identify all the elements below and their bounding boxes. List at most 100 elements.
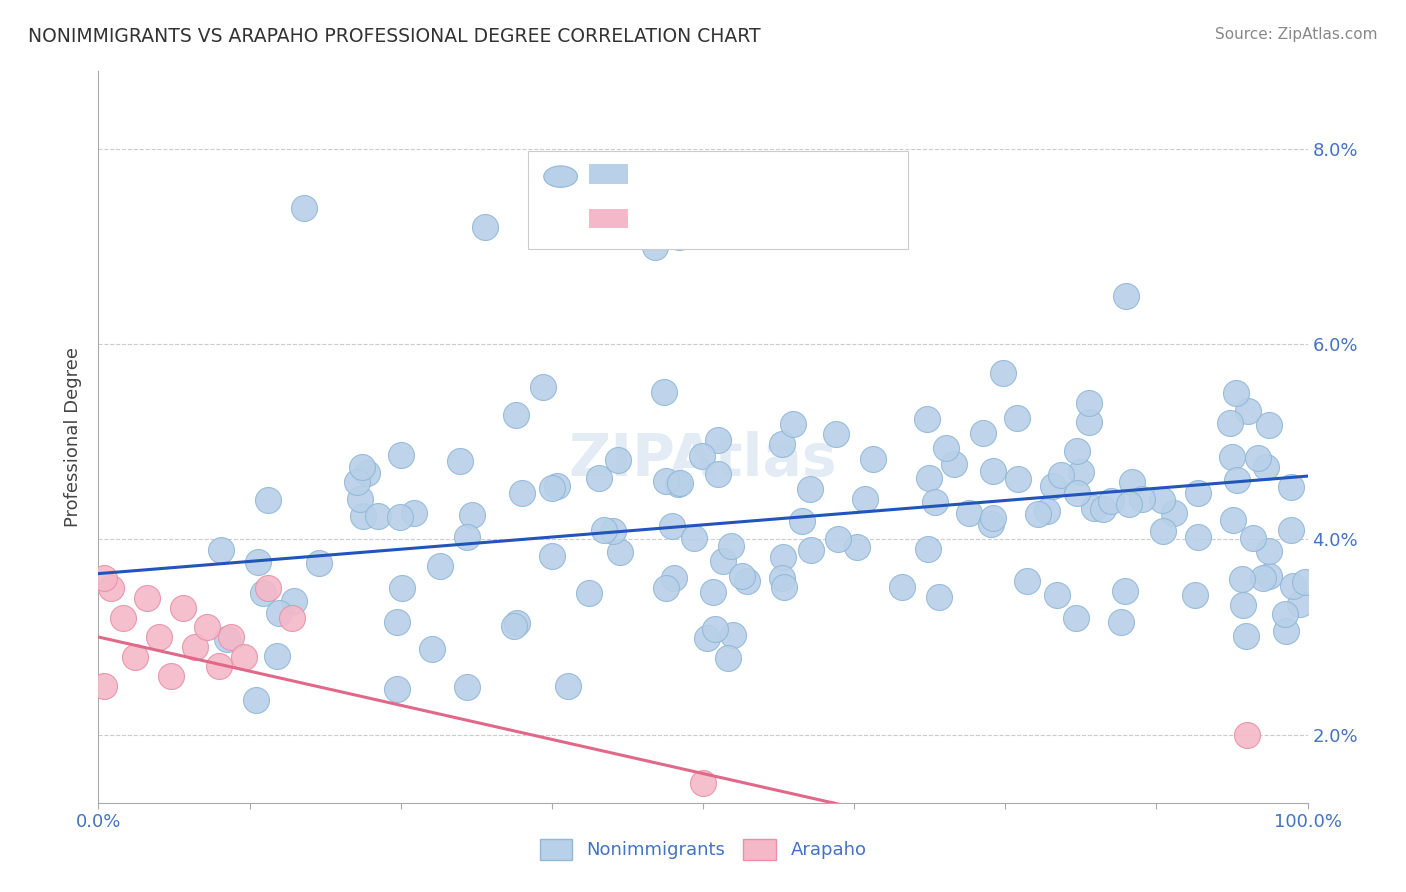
Y-axis label: Professional Degree: Professional Degree	[65, 347, 83, 527]
Point	[1066, 486, 1088, 500]
Point	[690, 450, 713, 464]
Point	[644, 240, 666, 254]
Point	[1256, 459, 1278, 474]
Point	[800, 543, 823, 558]
Text: R =: R =	[637, 210, 669, 227]
Point	[924, 494, 946, 508]
Point	[1046, 588, 1069, 602]
Point	[846, 541, 869, 555]
Point	[160, 669, 183, 683]
Point	[957, 506, 980, 520]
Point	[456, 680, 478, 694]
Point	[256, 493, 278, 508]
Point	[799, 482, 821, 496]
Point	[853, 491, 876, 506]
Point	[232, 649, 254, 664]
Point	[943, 457, 966, 471]
Point	[1092, 501, 1115, 516]
Point	[609, 545, 631, 559]
Point	[588, 471, 610, 485]
Text: 0.151: 0.151	[688, 165, 737, 183]
Point	[387, 682, 409, 697]
Point	[506, 615, 529, 630]
Point	[770, 437, 793, 451]
Point	[135, 591, 157, 605]
Point	[1152, 524, 1174, 538]
Point	[352, 508, 374, 523]
Point	[1035, 504, 1057, 518]
Point	[668, 230, 690, 244]
Point	[666, 477, 689, 491]
Point	[720, 539, 742, 553]
Text: N =: N =	[758, 165, 790, 183]
Point	[824, 427, 846, 442]
Point	[391, 581, 413, 595]
Text: ZIPAtlas: ZIPAtlas	[568, 431, 838, 488]
Text: NONIMMIGRANTS VS ARAPAHO PROFESSIONAL DEGREE CORRELATION CHART: NONIMMIGRANTS VS ARAPAHO PROFESSIONAL DE…	[28, 27, 761, 45]
Point	[456, 530, 478, 544]
Point	[267, 606, 290, 620]
Text: N =: N =	[758, 210, 790, 227]
Point	[737, 574, 759, 589]
Point	[980, 516, 1002, 531]
Point	[661, 518, 683, 533]
Point	[706, 434, 728, 448]
Point	[252, 586, 274, 600]
Point	[209, 542, 232, 557]
Point	[782, 417, 804, 432]
Point	[1077, 416, 1099, 430]
Point	[1279, 524, 1302, 538]
Point	[1258, 569, 1281, 583]
Legend: Nonimmigrants, Arapaho: Nonimmigrants, Arapaho	[533, 831, 873, 867]
Point	[772, 580, 794, 594]
Point	[1015, 574, 1038, 588]
Point	[578, 586, 600, 600]
Point	[172, 600, 194, 615]
Text: 18: 18	[806, 210, 832, 227]
Point	[1289, 597, 1312, 611]
Point	[1115, 288, 1137, 302]
Point	[721, 628, 744, 642]
Point	[602, 524, 624, 538]
Point	[1232, 599, 1254, 613]
Point	[862, 451, 884, 466]
Point	[1121, 475, 1143, 489]
Text: R =: R =	[637, 165, 669, 183]
Point	[706, 467, 728, 481]
Point	[1005, 411, 1028, 425]
Point	[429, 559, 451, 574]
Point	[1130, 492, 1153, 507]
Point	[1099, 494, 1122, 508]
Point	[918, 470, 941, 484]
Point	[1077, 395, 1099, 409]
Point	[148, 630, 170, 644]
Point	[503, 619, 526, 633]
Point	[692, 776, 714, 790]
Point	[505, 408, 527, 422]
Point	[256, 581, 278, 595]
Point	[474, 220, 496, 235]
Point	[1114, 584, 1136, 599]
Point	[1050, 468, 1073, 483]
Point	[540, 482, 562, 496]
Point	[1222, 513, 1244, 527]
Point	[655, 581, 678, 595]
Point	[1184, 588, 1206, 602]
Point	[683, 531, 706, 545]
Point	[1070, 466, 1092, 480]
Point	[245, 693, 267, 707]
Point	[184, 640, 207, 654]
Point	[557, 679, 579, 693]
Point	[1187, 485, 1209, 500]
Point	[717, 651, 740, 665]
Point	[704, 623, 727, 637]
Text: 146: 146	[806, 165, 838, 183]
Point	[208, 659, 231, 673]
Point	[1007, 473, 1029, 487]
Point	[1187, 530, 1209, 544]
Point	[652, 384, 675, 399]
Point	[402, 507, 425, 521]
Point	[1225, 385, 1247, 400]
Point	[510, 486, 533, 500]
Point	[266, 649, 288, 664]
